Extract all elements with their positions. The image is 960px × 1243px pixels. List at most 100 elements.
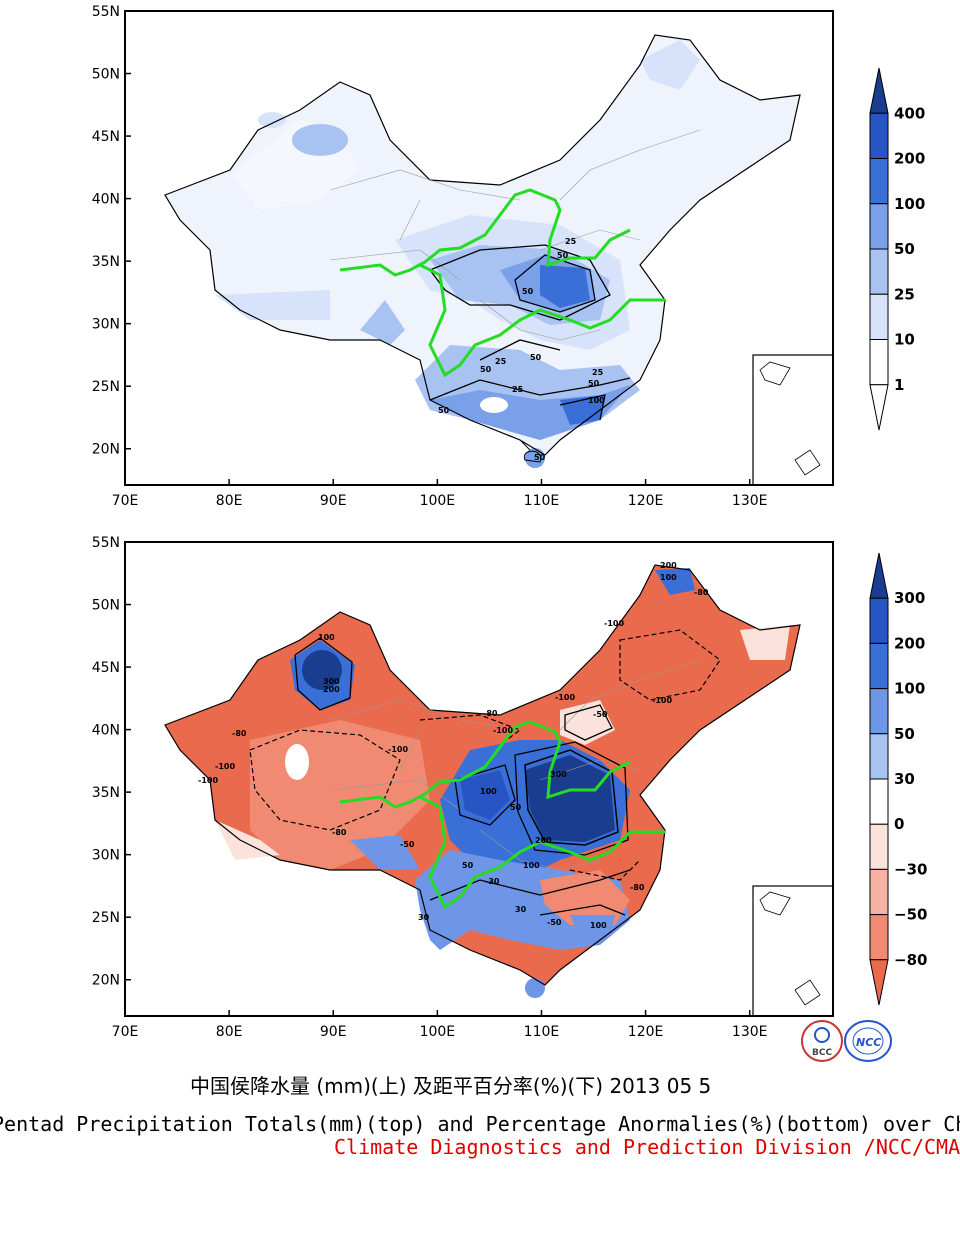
axis-labels: 55N 50N 45N 40N 35N 30N 25N 20N 70E 80E 90E 100E 110… (92, 535, 768, 1040)
colorbar-segment (869, 642, 889, 690)
colorbar-segment (869, 384, 889, 431)
colorbar-label: 50 (894, 240, 915, 258)
lon-tick-label: 80E (216, 493, 243, 509)
contour-labels: 25 50 50 25 50 25 50 25 50 100 50 50 (438, 237, 605, 462)
lat-tick-label: 20N (92, 973, 120, 989)
contour-label: -80 (694, 588, 709, 597)
contour-label: -100 (604, 619, 624, 628)
contour-label: 50 (480, 365, 492, 374)
rivers (339, 188, 665, 378)
lon-tick-label: 90E (320, 493, 347, 509)
colorbar-label: 200 (894, 150, 925, 168)
colorbar-segment (869, 67, 889, 114)
colorbar: 400 200 100 50 25 10 1 (869, 67, 925, 431)
contour-label: -100 (555, 693, 575, 702)
colorbar-segment (869, 914, 889, 961)
contour-label: 50 (522, 287, 534, 296)
lat-tick-label: 55N (92, 4, 120, 20)
lon-tick-label: 130E (732, 1024, 768, 1040)
lat-tick-label: 25N (92, 379, 120, 395)
colorbar-label: 1 (894, 376, 904, 394)
colorbar-label: 30 (894, 770, 915, 788)
contour-label: 200 (660, 561, 677, 570)
contour-label: 50 (534, 453, 546, 462)
contour-label: -100 (215, 762, 235, 771)
contour-label: 100 (480, 787, 497, 796)
figure-credit: Climate Diagnostics and Prediction Divis… (334, 1135, 960, 1159)
contour-label: 25 (592, 368, 604, 377)
contour-label: 200 (535, 836, 552, 845)
colorbar-label: −30 (894, 860, 927, 878)
colorbar-segment (869, 203, 889, 250)
contour-label: -100 (388, 745, 408, 754)
ncc-logo-text: NCC (856, 1036, 881, 1049)
ncc-logo: NCC (844, 1020, 892, 1062)
percentage-anomaly-map: 200 100 -80 -100 100 300 200 -100 -80 -1… (92, 535, 928, 1040)
contour-label: 100 (588, 396, 605, 405)
lat-tick-label: 30N (92, 848, 120, 864)
contour-label: 100 (660, 573, 677, 582)
colorbar-segment (869, 248, 889, 295)
contour-label: -50 (400, 840, 415, 849)
colorbar-segment (869, 823, 889, 870)
contour-label: -50 (593, 710, 608, 719)
precipitation-totals-map: 25 50 50 25 50 25 50 25 50 100 50 50 55N… (92, 4, 926, 509)
lat-tick-label: 35N (92, 254, 120, 270)
lon-tick-label: 110E (524, 1024, 560, 1040)
lat-tick-label: 45N (92, 129, 120, 145)
colorbar-label: 400 (894, 104, 925, 122)
lon-tick-label: 130E (732, 493, 768, 509)
contour-label: 25 (495, 357, 507, 366)
contour-label: 50 (462, 861, 474, 870)
contour-label: 100 (590, 921, 607, 930)
lon-tick-label: 80E (216, 1024, 243, 1040)
colorbar-label: 100 (894, 680, 925, 698)
contour-label: 300 (323, 677, 340, 686)
lon-tick-label: 100E (420, 493, 456, 509)
colorbar-label: 50 (894, 725, 915, 743)
contour-label: -100 (198, 776, 218, 785)
china-boundary (164, 564, 801, 986)
colorbar-label: 100 (894, 195, 925, 213)
rivers (339, 720, 665, 910)
contour-label: -100 (652, 696, 672, 705)
contour-labels: 200 100 -80 -100 100 300 200 -100 -80 -1… (198, 561, 709, 930)
contour-label: 300 (550, 770, 567, 779)
lat-tick-label: 35N (92, 785, 120, 801)
colorbar-label: 300 (894, 589, 925, 607)
contour-label: 200 (323, 685, 340, 694)
contour-label: -50 (547, 918, 562, 927)
colorbar-segment (869, 112, 889, 159)
colorbar-label: 10 (894, 331, 915, 349)
colorbar-label: −50 (894, 906, 927, 924)
lat-tick-label: 25N (92, 910, 120, 926)
lon-tick-label: 110E (524, 493, 560, 509)
contour-label: -80 (332, 828, 347, 837)
colorbar-segment (869, 158, 889, 205)
contour-label: 50 (557, 251, 569, 260)
colorbar-segment (869, 733, 889, 780)
lon-tick-label: 120E (628, 493, 664, 509)
contour-label: -80 (232, 729, 247, 738)
contour-label: -80 (630, 883, 645, 892)
lat-tick-label: 45N (92, 660, 120, 676)
lon-tick-label: 120E (628, 1024, 664, 1040)
lat-tick-label: 50N (92, 67, 120, 83)
china-boundary (164, 34, 801, 463)
lat-tick-label: 30N (92, 317, 120, 333)
map-frame (124, 541, 834, 1017)
colorbar-label: 0 (894, 815, 904, 833)
axis-labels: 55N 50N 45N 40N 35N 30N 25N 20N 70E 80E 90E 100E 110… (92, 4, 768, 509)
contour-label: 50 (438, 406, 450, 415)
contour-label: 100 (318, 633, 335, 642)
contour-label: -100 (493, 726, 513, 735)
contour-lines (249, 629, 721, 916)
lat-tick-label: 50N (92, 598, 120, 614)
lon-tick-label: 100E (420, 1024, 456, 1040)
bcc-logo: BCC (801, 1020, 843, 1062)
colorbar-label: −80 (894, 951, 927, 969)
south-china-sea-inset (752, 354, 834, 486)
colorbar-segment (869, 293, 889, 340)
